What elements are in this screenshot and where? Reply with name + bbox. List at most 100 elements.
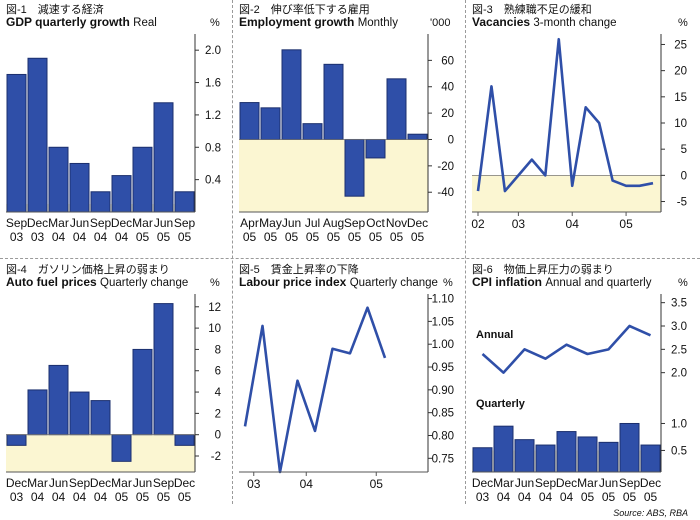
x-tick-label: Sep (535, 476, 557, 490)
unit-label: % (443, 277, 453, 289)
y-tick-label: 0 (681, 170, 687, 182)
x-tick-label: 05 (369, 230, 383, 244)
series-label: Annual (476, 329, 513, 341)
bar (556, 431, 577, 473)
y-tick-label: 10 (208, 323, 221, 335)
chart-title: Employment growth Monthly (239, 15, 398, 29)
x-tick-label: 05 (619, 217, 633, 231)
x-tick-label: 03 (31, 230, 45, 244)
figure-label: 図-4 ガソリン価格上昇の弱まり (6, 264, 170, 276)
divider (465, 0, 466, 504)
bar (577, 436, 598, 473)
y-tick-label: 1.05 (432, 316, 454, 328)
chart-labour: 0.75 0.80 0.85 0.90 0.95 1.00 1.05 1.10 03 04 05 (239, 294, 454, 491)
y-tick-label: 2 (215, 408, 221, 420)
y-tick-label: 6 (215, 366, 221, 378)
y-tick-label: -20 (437, 161, 454, 173)
bar (174, 191, 195, 213)
chart-title: CPI inflation Annual and quarterly (472, 275, 652, 289)
y-tick-label: 0.85 (432, 408, 454, 420)
bar (344, 138, 365, 197)
bar (535, 444, 556, 473)
y-tick-label: 4 (215, 387, 222, 399)
x-tick-label: Jun (133, 476, 152, 490)
y-tick-label: 40 (441, 82, 454, 94)
bar (27, 57, 48, 213)
x-tick-label: May (259, 216, 282, 230)
panel-labour: 図-5 賃金上昇率の下降 Labour price index Quarterl… (233, 260, 466, 520)
x-tick-label: Mar (27, 476, 48, 490)
x-tick-label: 04 (560, 490, 574, 504)
x-tick-label: 05 (264, 230, 278, 244)
bar (132, 348, 153, 436)
x-tick-label: Dec (407, 216, 428, 230)
y-tick-label: 3.5 (671, 298, 687, 310)
y-tick-label: 0.5 (671, 445, 687, 457)
x-tick-label: Jun (515, 476, 534, 490)
x-tick-label: Jun (599, 476, 618, 490)
bar (640, 444, 661, 473)
y-tick-label: 8 (215, 344, 221, 356)
x-tick-label: 05 (178, 490, 192, 504)
x-tick-label: Dec (27, 216, 48, 230)
x-tick-label: 05 (136, 490, 150, 504)
x-tick-label: Dec (640, 476, 661, 490)
chart-employment: -40-200204060Apr05May05Jun05Jul05Aug05Se… (239, 34, 454, 244)
bar (239, 102, 260, 140)
y-tick-label: 10 (674, 118, 687, 130)
figure-label: 図-2 伸び率低下する雇用 (239, 4, 370, 16)
bar (90, 400, 111, 436)
x-tick-label: 05 (136, 230, 150, 244)
negative-shade (239, 139, 428, 212)
x-tick-label: Apr (240, 216, 259, 230)
chart-fuel: -2024681012Dec03Mar04Jun04Sep04Dec04Mar0… (6, 294, 222, 504)
panel-vacancies: 図-3 熟練職不足の緩和 Vacancies 3-month change % … (466, 0, 699, 260)
x-tick-label: 04 (518, 490, 532, 504)
bar (90, 191, 111, 213)
x-tick-label: Jul (305, 216, 320, 230)
x-tick-label: 05 (157, 490, 171, 504)
chart-title: Vacancies 3-month change (472, 15, 617, 29)
y-tick-label: 2.0 (205, 45, 221, 57)
x-tick-label: Sep (344, 216, 366, 230)
bar (153, 303, 174, 436)
x-tick-label: Oct (366, 216, 385, 230)
unit-label: % (210, 17, 220, 29)
bar (6, 73, 27, 213)
bar (472, 447, 493, 473)
chart-gdp: 0.40.81.21.62.0Sep03Dec03Mar04Jun04Sep04… (6, 34, 222, 244)
x-tick-label: 03 (512, 217, 526, 231)
x-tick-label: Dec (90, 476, 111, 490)
series-line (243, 306, 387, 474)
bar (365, 138, 386, 159)
chart-title: Labour price index Quarterly change (239, 275, 438, 289)
x-tick-label: 05 (411, 230, 425, 244)
x-tick-label: 04 (300, 477, 314, 491)
bar (69, 391, 90, 436)
y-tick-label: 1.00 (432, 339, 454, 351)
x-tick-label: 05 (285, 230, 299, 244)
y-tick-label: -2 (211, 451, 221, 463)
y-tick-label: 15 (674, 92, 687, 104)
bar (281, 49, 302, 140)
x-tick-label: 05 (115, 490, 129, 504)
y-tick-label: 12 (208, 302, 221, 314)
y-tick-label: 3.0 (671, 321, 687, 333)
x-tick-label: 05 (157, 230, 171, 244)
y-tick-label: 1.10 (432, 294, 454, 306)
x-tick-label: Jun (282, 216, 301, 230)
y-tick-label: 0 (448, 134, 454, 146)
y-tick-label: 25 (674, 39, 687, 51)
y-tick-label: 60 (441, 55, 454, 67)
bar (48, 146, 69, 213)
x-tick-label: 04 (73, 490, 87, 504)
panel-employment: 図-2 伸び率低下する雇用 Employment growth Monthly … (233, 0, 466, 260)
y-tick-label: 0 (215, 430, 221, 442)
x-tick-label: 05 (623, 490, 637, 504)
y-tick-label: 0.80 (432, 430, 454, 442)
chart-title: GDP quarterly growth Real (6, 15, 157, 29)
source-note: Source: ABS, RBA (613, 508, 688, 518)
x-tick-label: 04 (94, 230, 108, 244)
x-tick-label: 05 (243, 230, 257, 244)
x-tick-label: 05 (390, 230, 404, 244)
